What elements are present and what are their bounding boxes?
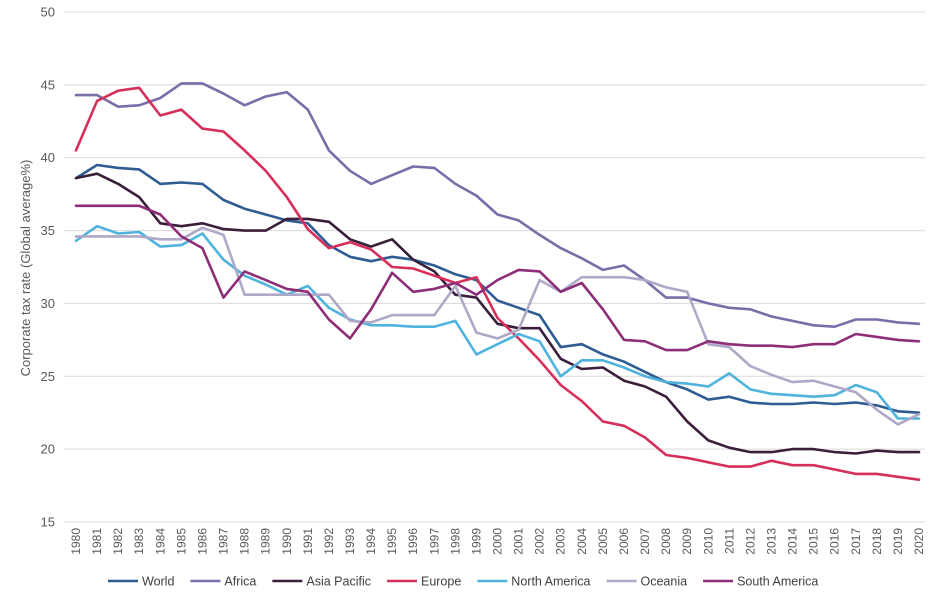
legend: World Africa Asia Pacific Europe North Ameri… [108,575,818,589]
x-tick-label: 1982 [111,528,125,555]
y-tick-label: 35 [41,223,55,238]
x-tick-label: 1987 [217,528,231,555]
y-tick-label: 40 [41,150,55,165]
x-tick-label: 2018 [870,528,884,555]
x-tick-label: 2004 [575,528,589,555]
x-tick-label: 2007 [638,528,652,555]
legend-item: Asia Pacific [272,575,371,589]
y-tick-label: 50 [41,5,55,20]
x-tick-label: 2006 [617,528,631,555]
x-tick-label: 1983 [132,528,146,555]
y-tick-label: 15 [41,515,55,530]
series-line-asia-pacific [74,172,921,455]
x-tick-label: 1992 [322,528,336,555]
x-tick-label: 1996 [406,528,420,555]
legend-item: Oceania [606,575,688,589]
legend-label: World [142,575,174,589]
x-tick-label: 2009 [680,528,694,555]
series-lines [74,82,921,482]
legend-item: Europe [386,575,461,589]
x-tick-label: 1989 [259,528,273,555]
x-tick-label: 2020 [912,528,926,555]
y-tick-label: 20 [41,442,55,457]
x-tick-label: 1997 [427,528,441,555]
x-tick-label: 1994 [364,528,378,555]
x-tick-label: 2019 [891,528,905,555]
x-tick-label: 2012 [743,528,757,555]
x-tick-label: 1988 [238,528,252,555]
legend-label: Europe [421,575,461,589]
legend-label: Oceania [641,575,688,589]
x-tick-label: 2002 [533,528,547,555]
legend-item: South America [703,575,818,589]
series-line-north-america [74,224,921,420]
y-tick-label: 30 [41,296,55,311]
y-axis-label: Corporate tax rate (Global average%) [18,160,33,377]
x-tick-label: 1993 [343,528,357,555]
y-tick-label: 25 [41,369,55,384]
x-tick-label: 2003 [554,528,568,555]
legend-label: North America [511,575,590,589]
x-tick-label: 2008 [659,528,673,555]
y-axis-ticks: 15 20 25 30 35 40 45 50 [41,5,55,530]
y-tick-label: 45 [41,77,55,92]
x-tick-label: 2005 [596,528,610,555]
x-tick-label: 1995 [385,528,399,555]
x-tick-label: 2010 [701,528,715,555]
legend-label: South America [737,575,818,589]
legend-item: World [108,575,174,589]
x-tick-label: 2014 [786,528,800,555]
x-tick-label: 2000 [491,528,505,555]
x-tick-label: 2015 [807,528,821,555]
series-line-europe [74,86,921,482]
x-tick-label: 2017 [849,528,863,555]
x-tick-label: 1985 [174,528,188,555]
x-tick-label: 1998 [448,528,462,555]
gridlines [64,11,925,523]
x-axis-ticks: 1980 1981 1982 1983 1984 1985 1986 1987 1988 1989… [69,528,926,555]
series-line-oceania [74,226,921,426]
series-line-world [74,163,921,415]
x-tick-label: 2011 [722,528,736,554]
x-tick-label: 1999 [469,528,483,555]
x-tick-label: 2001 [512,528,526,555]
legend-label: Africa [224,575,256,589]
x-tick-label: 2013 [764,528,778,555]
x-tick-label: 1990 [280,528,294,555]
legend-item: Africa [190,575,256,589]
x-tick-label: 1991 [301,528,315,555]
series-line-africa [74,82,921,329]
x-tick-label: 1981 [90,528,104,555]
series-line-south-america [74,204,921,352]
x-tick-label: 1986 [195,528,209,555]
x-tick-label: 2016 [828,528,842,555]
x-tick-label: 1984 [153,528,167,555]
legend-label: Asia Pacific [306,575,371,589]
x-tick-label: 1980 [69,528,83,555]
legend-item: North America [477,575,591,589]
